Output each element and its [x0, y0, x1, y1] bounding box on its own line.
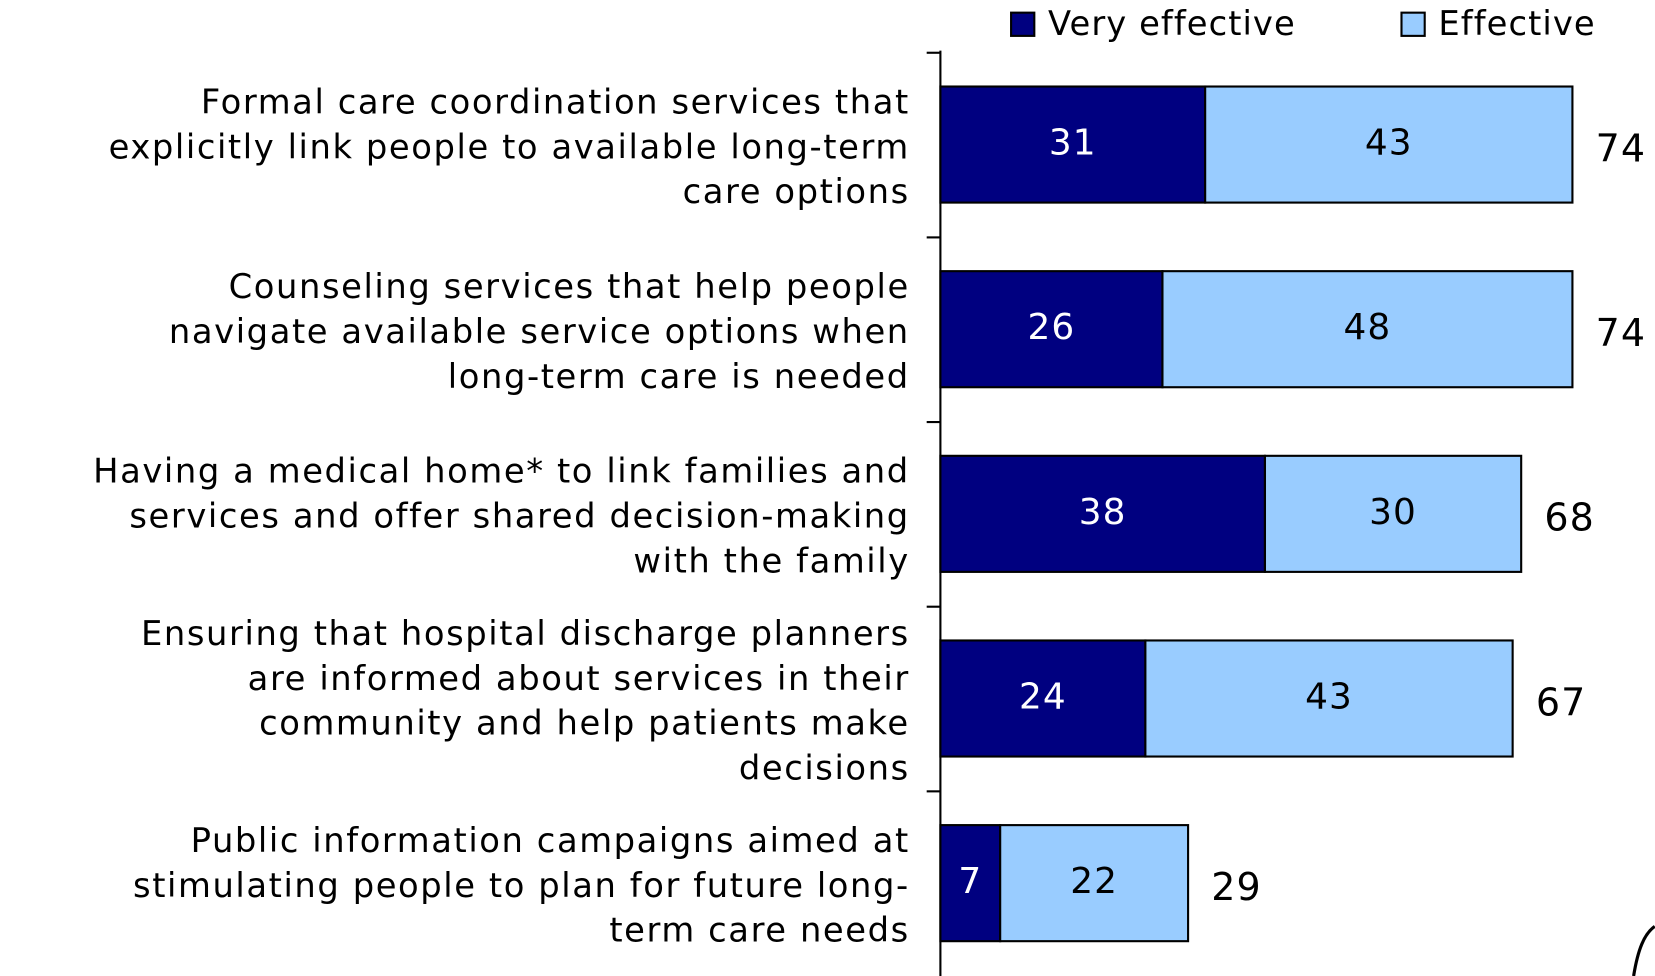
category-label: Counseling services that help people [229, 267, 910, 306]
category-label: navigate available service options when [169, 312, 910, 351]
category-label: community and help patients make [259, 704, 910, 743]
total-label: 67 [1536, 680, 1586, 724]
category-label: Public information campaigns aimed at [191, 821, 910, 860]
category-label: with the family [633, 541, 909, 580]
category-label: services and offer shared decision-makin… [129, 497, 909, 536]
data-label: 38 [1079, 492, 1127, 533]
data-label: 48 [1344, 307, 1392, 348]
category-label: care options [683, 172, 910, 211]
legend-swatch [1010, 11, 1036, 37]
bar-segment [939, 639, 1147, 758]
bar-segment [939, 824, 1002, 943]
data-label: 43 [1365, 123, 1413, 164]
data-label: 43 [1305, 676, 1353, 717]
legend-label: Effective [1438, 4, 1595, 43]
category-label: Formal care coordination services that [201, 82, 910, 121]
bar-segment [1263, 454, 1523, 573]
bar-segment [999, 824, 1190, 943]
total-label: 74 [1596, 126, 1646, 170]
category-label: stimulating people to plan for future lo… [133, 866, 910, 905]
category-label: decisions [739, 748, 910, 787]
category-label: are informed about services in their [248, 659, 910, 698]
total-label: 74 [1596, 311, 1646, 355]
data-label: 31 [1049, 123, 1097, 164]
data-label: 7 [958, 861, 982, 902]
legend-swatch [1400, 11, 1426, 37]
legend-label: Very effective [1048, 4, 1296, 43]
data-label: 30 [1369, 492, 1417, 533]
category-label: long-term care is needed [448, 357, 910, 396]
bar-segment [1204, 85, 1574, 204]
total-label: 68 [1544, 496, 1594, 540]
category-label: explicitly link people to available long… [109, 127, 910, 166]
bar-segment [939, 454, 1267, 573]
data-label: 22 [1070, 861, 1118, 902]
data-label: 24 [1019, 676, 1067, 717]
total-label: 29 [1211, 865, 1261, 909]
category-label: Ensuring that hospital discharge planner… [141, 614, 910, 653]
category-label: Having a medical home* to link families … [93, 452, 910, 491]
category-label: term care needs [609, 911, 909, 950]
bar-segment [1161, 270, 1574, 389]
decoration [1632, 925, 1655, 976]
bar-segment [939, 85, 1207, 204]
data-label: 26 [1028, 307, 1076, 348]
bar-segment [1144, 639, 1514, 758]
